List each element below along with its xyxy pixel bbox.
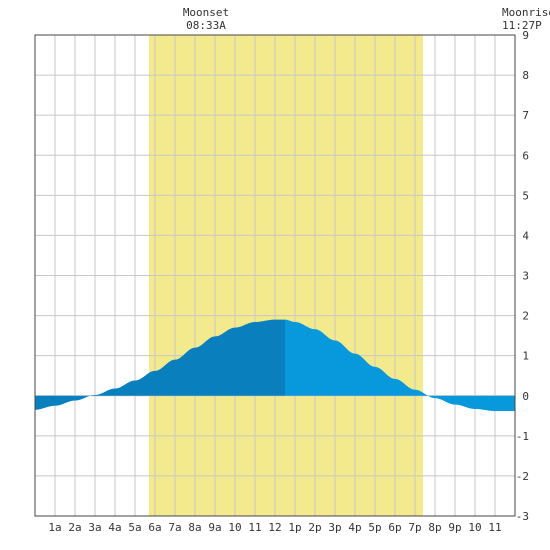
y-tick-label: 3 [522,270,529,283]
tide-area-falling [285,319,515,411]
y-tick-label: 4 [522,229,529,242]
y-tick-label: 2 [522,310,529,323]
x-tick-label: 8a [188,521,201,534]
x-tick-label: 1p [288,521,301,534]
x-tick-label: 4p [348,521,361,534]
event-label: Moonset [183,6,229,19]
x-tick-label: 6p [388,521,401,534]
x-tick-label: 9p [448,521,461,534]
y-tick-label: -2 [516,470,529,483]
event-time: 08:33A [186,19,226,32]
event-label: Moonrise [502,6,550,19]
x-tick-label: 2a [68,521,81,534]
y-tick-label: -1 [516,430,529,443]
x-tick-label: 2p [308,521,321,534]
x-tick-label: 3a [88,521,101,534]
x-tick-label: 9a [208,521,221,534]
x-tick-label: 8p [428,521,441,534]
y-tick-label: 5 [522,189,529,202]
y-axis-ticks: -3 -2 -1 0 1 2 3 4 5 6 7 8 9 [516,29,530,523]
x-tick-label: 6a [148,521,161,534]
y-tick-label: 0 [522,390,529,403]
event-time: 11:27P [502,19,542,32]
x-tick-label: 4a [108,521,121,534]
y-tick-label: 8 [522,69,529,82]
x-tick-label: 5a [128,521,141,534]
x-axis-ticks: 1a 2a 3a 4a 5a 6a 7a 8a 9a 10 11 12 1p 2p 3p 4p 5p 6p 7p 8p… [48,521,501,534]
y-tick-label: 7 [522,109,529,122]
x-tick-label: 10 [228,521,241,534]
plot-border [34,34,516,517]
y-tick-label: 6 [522,149,529,162]
y-tick-label: 9 [522,29,529,42]
x-tick-label: 12 [268,521,281,534]
x-tick-label: 7p [408,521,421,534]
x-tick-label: 5p [368,521,381,534]
x-tick-label: 3p [328,521,341,534]
y-tick-label: -3 [516,510,529,523]
grid-lines [35,35,515,516]
x-tick-label: 10 [468,521,481,534]
y-tick-label: 1 [522,350,529,363]
x-tick-label: 11 [488,521,501,534]
x-tick-label: 11 [248,521,261,534]
x-tick-label: 7a [168,521,181,534]
x-tick-label: 1a [48,521,61,534]
tide-area-rising [35,319,285,410]
